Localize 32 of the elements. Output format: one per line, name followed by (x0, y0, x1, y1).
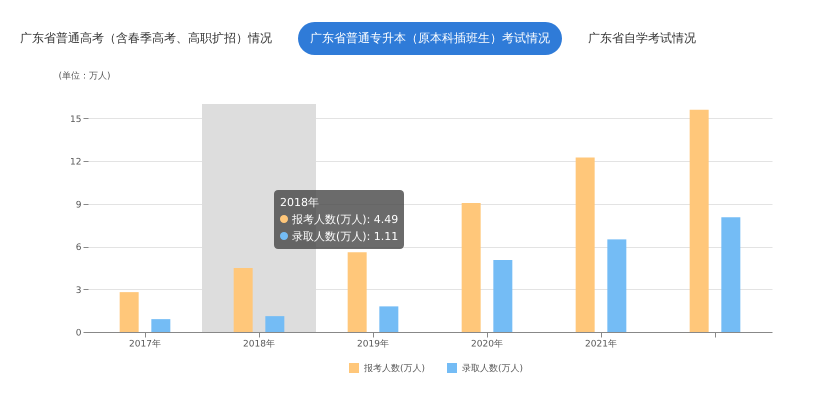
y-tick-label: 0 (76, 328, 82, 338)
legend-label: 报考人数(万人) (363, 363, 426, 374)
bar (462, 203, 481, 332)
x-tick-label: 2019年 (357, 338, 389, 350)
text: 广东省自学考试情况 (587, 30, 697, 47)
bar (348, 252, 367, 332)
y-tick-label: 3 (76, 286, 82, 296)
bar (151, 319, 170, 332)
annotation: 报考人数(万人): 4.49 (291, 212, 398, 228)
bar (607, 239, 626, 332)
bar (576, 157, 595, 332)
text: 广东省普通专升本（原本科插班生）考试情况 (298, 22, 562, 55)
bar (690, 110, 709, 332)
bar (265, 316, 284, 332)
y-axis-title: (单位：万人) (58, 70, 111, 82)
bar (120, 292, 139, 332)
x-tick-label: 2020年 (471, 338, 503, 350)
x-tick-label: 2018年 (243, 338, 275, 350)
text: 广东省普通高考（含春季高考、高职扩招）情况 (19, 30, 273, 47)
x-tick-label: 2017年 (129, 338, 161, 350)
x-tick-label: 2021年 (585, 338, 617, 350)
y-tick-label: 9 (76, 200, 82, 210)
y-tick-label: 15 (70, 114, 82, 125)
bar (379, 306, 398, 332)
bar (234, 268, 253, 332)
annotation: 2018年 (280, 195, 320, 211)
annotation: 录取人数(万人): 1.11 (291, 229, 398, 245)
y-tick-label: 12 (70, 158, 82, 168)
y-tick-label: 6 (76, 243, 82, 253)
bar (493, 260, 512, 332)
bar (721, 217, 740, 332)
legend-label: 录取人数(万人) (462, 363, 524, 374)
